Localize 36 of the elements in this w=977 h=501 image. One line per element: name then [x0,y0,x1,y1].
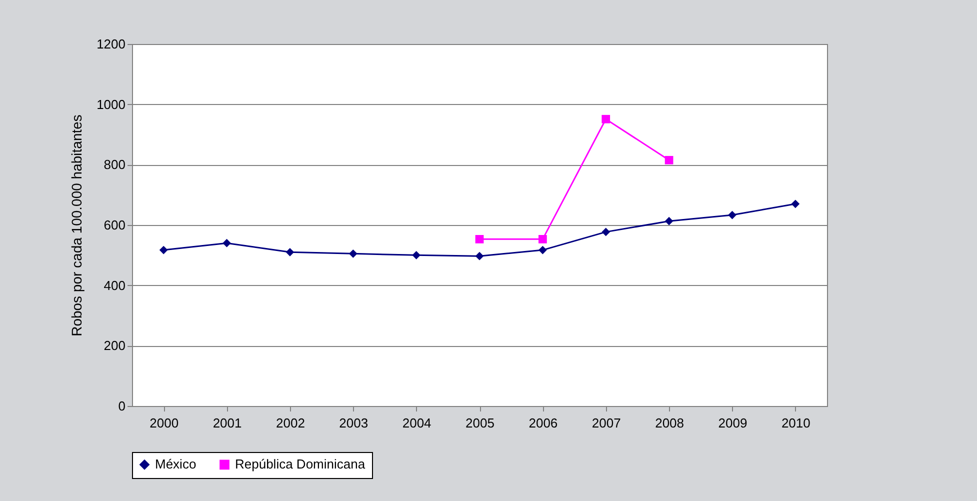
x-tick-label: 2001 [212,416,242,430]
point [664,156,674,164]
y-tick-label: 0 [118,398,126,414]
x-tick-label: 2003 [339,416,368,430]
point [475,234,484,244]
point [538,234,547,244]
y-tick-label: 400 [104,278,126,293]
point [791,200,800,208]
point [602,228,610,236]
x-tick-label: 2005 [466,416,494,430]
legend-label: República Dominicana [235,456,366,472]
point [475,252,484,260]
y-tick-label: 600 [104,218,126,232]
point [602,114,610,124]
point [286,248,294,256]
x-tick-label: 2002 [276,416,305,430]
point [728,210,736,220]
point [159,246,168,254]
x-tick-label: 2009 [718,416,748,430]
x-tick-label: 2007 [592,416,621,430]
point [538,246,547,254]
x-tick-label: 2010 [781,416,810,430]
legend-label: México [155,456,196,472]
y-tick-label: 1000 [96,96,126,112]
point [222,238,231,248]
point [664,216,674,226]
point [412,250,420,260]
x-tick-label: 2008 [655,416,684,430]
x-tick-label: 2006 [528,416,558,430]
y-tick-label: 200 [104,338,126,354]
x-tick-label: 2004 [402,416,432,430]
y-tick-label: 800 [104,157,126,172]
x-tick-label: 2000 [150,416,179,430]
point [348,249,358,258]
y-tick-label: 1200 [96,36,126,52]
y-axis-title: Robos por cada 100.000 habitantes [68,114,85,336]
